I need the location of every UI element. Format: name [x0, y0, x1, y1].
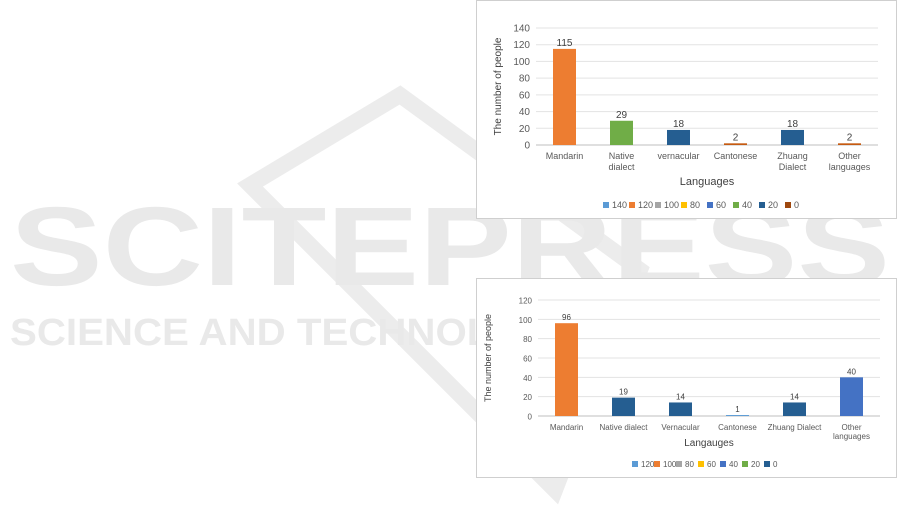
chart-1: 020406080100120140115Mandarin29Nativedia… — [493, 24, 878, 210]
chart-2-container: 0 20 40 60 80 100 120 96 Mandarin 19 Native dialec… — [476, 278, 897, 478]
chart-1-category-label: Other — [838, 151, 861, 161]
chart-2-data-label: 14 — [790, 392, 799, 401]
chart-1-data-label: 2 — [847, 132, 853, 143]
chart-2-x-axis-title: Langauges — [684, 438, 734, 449]
chart-2-data-label: 19 — [619, 388, 628, 397]
chart-1-legend-label: 80 — [690, 200, 700, 210]
chart-1-legend-label: 100 — [664, 200, 679, 210]
chart-2-y-axis-title: The number of people — [483, 314, 493, 402]
chart-1-bar — [724, 143, 747, 145]
chart-2-data-label: 1 — [735, 405, 740, 414]
chart-2-legend-label: 40 — [729, 460, 738, 469]
chart-1-bar — [838, 143, 861, 145]
chart-1-legend-label: 60 — [716, 200, 726, 210]
chart-2-ytick-label: 40 — [523, 374, 532, 383]
chart-1-category-label: vernacular — [657, 151, 699, 161]
chart-2-category-label: Vernacular — [661, 423, 700, 432]
chart-2-data-label: 96 — [562, 313, 571, 322]
chart-1-bar — [781, 129, 804, 145]
watermark-curve — [237, 85, 650, 505]
chart-1-category-label: Cantonese — [714, 151, 758, 161]
chart-1-legend-label: 20 — [768, 200, 778, 210]
chart-1-bar — [667, 129, 690, 145]
chart-2-legend-swatch — [764, 461, 770, 467]
chart-2-category-label: Native dialect — [599, 423, 648, 432]
chart-2-legend-swatch — [698, 461, 704, 467]
chart-1-legend-swatch — [785, 202, 791, 208]
chart-2-category-label: Cantonese — [718, 423, 757, 432]
chart-2-ytick-label: 60 — [523, 355, 532, 364]
chart-1-category-label: Mandarin — [546, 151, 584, 161]
chart-2-ytick-label: 0 — [528, 413, 533, 422]
chart-1-category-label: Zhuang — [777, 151, 808, 161]
chart-2-ytick-label: 100 — [519, 316, 533, 325]
chart-2-legend-label: 20 — [751, 460, 760, 469]
chart-1-legend-swatch — [759, 202, 765, 208]
chart-2-legend-label: 60 — [707, 460, 716, 469]
chart-1-data-label: 18 — [673, 119, 685, 130]
chart-1-data-label: 18 — [787, 119, 799, 130]
chart-2-bar — [612, 397, 635, 416]
chart-2-data-label: 14 — [676, 392, 685, 401]
chart-1-ytick-label: 60 — [519, 90, 531, 101]
chart-2-bar — [840, 377, 863, 416]
chart-1-legend-swatch — [655, 202, 661, 208]
chart-2-ytick-label: 80 — [523, 335, 532, 344]
chart-2-ytick-label: 20 — [523, 393, 532, 402]
chart-1-ytick-label: 80 — [519, 74, 531, 85]
chart-2-category-label: Zhuang Dialect — [768, 423, 823, 432]
chart-2-legend-label: 80 — [685, 460, 694, 469]
chart-2-category-label: Other — [841, 423, 861, 432]
chart-2-category-label: languages — [833, 432, 870, 441]
chart-1-ytick-label: 0 — [524, 141, 530, 152]
chart-1-legend-label: 120 — [638, 200, 653, 210]
chart-1-category-label: languages — [829, 162, 871, 172]
chart-1-data-label: 115 — [557, 38, 573, 49]
chart-1-ytick-label: 40 — [519, 107, 531, 118]
chart-2-bar — [783, 402, 806, 416]
chart-1-legend-swatch — [681, 202, 687, 208]
chart-2-bar — [669, 402, 692, 416]
chart-1-ytick-label: 120 — [513, 40, 530, 51]
chart-2-legend-swatch — [742, 461, 748, 467]
chart-1-legend-swatch — [733, 202, 739, 208]
chart-1-ytick-label: 140 — [513, 24, 530, 35]
chart-2-bar — [555, 323, 578, 416]
chart-1-legend-swatch — [603, 202, 609, 208]
chart-2-category-label: Mandarin — [550, 423, 583, 432]
chart-2-data-label: 40 — [847, 367, 856, 376]
chart-1-legend-label: 140 — [612, 200, 627, 210]
chart-1-ytick-label: 20 — [519, 124, 531, 135]
chart-2-legend-label: 120 — [641, 460, 655, 469]
chart-1-legend-swatch — [707, 202, 713, 208]
chart-2-legend-swatch — [654, 461, 660, 467]
chart-2-ytick-label: 120 — [519, 297, 533, 306]
chart-2-legend-swatch — [632, 461, 638, 467]
chart-1-category-label: Dialect — [779, 162, 807, 172]
chart-1-container: 0 20 40 60 80 100 120 140 115 Mandarin 29 Native dia… — [476, 0, 897, 219]
chart-1-x-axis-title: Languages — [680, 176, 735, 188]
chart-2-legend-label: 100 — [663, 460, 677, 469]
chart-1-bar — [610, 120, 633, 145]
chart-2-legend-label: 0 — [773, 460, 778, 469]
chart-2-legend-swatch — [720, 461, 726, 467]
chart-1-y-axis-title: The number of people — [493, 37, 504, 135]
chart-1-bar — [553, 48, 576, 146]
chart-1-legend-swatch — [629, 202, 635, 208]
watermark-logo-shape — [237, 85, 650, 505]
chart-1-category-label: Native — [609, 151, 635, 161]
chart-1-legend-label: 40 — [742, 200, 752, 210]
chart-1-category-label: dialect — [608, 162, 635, 172]
chart-2-bar — [726, 415, 749, 416]
chart-1-data-label: 2 — [733, 132, 739, 143]
chart-2-legend-swatch — [676, 461, 682, 467]
chart-1-ytick-label: 100 — [513, 57, 530, 68]
chart-1-data-label: 29 — [616, 110, 628, 121]
chart-1-legend-label: 0 — [794, 200, 799, 210]
